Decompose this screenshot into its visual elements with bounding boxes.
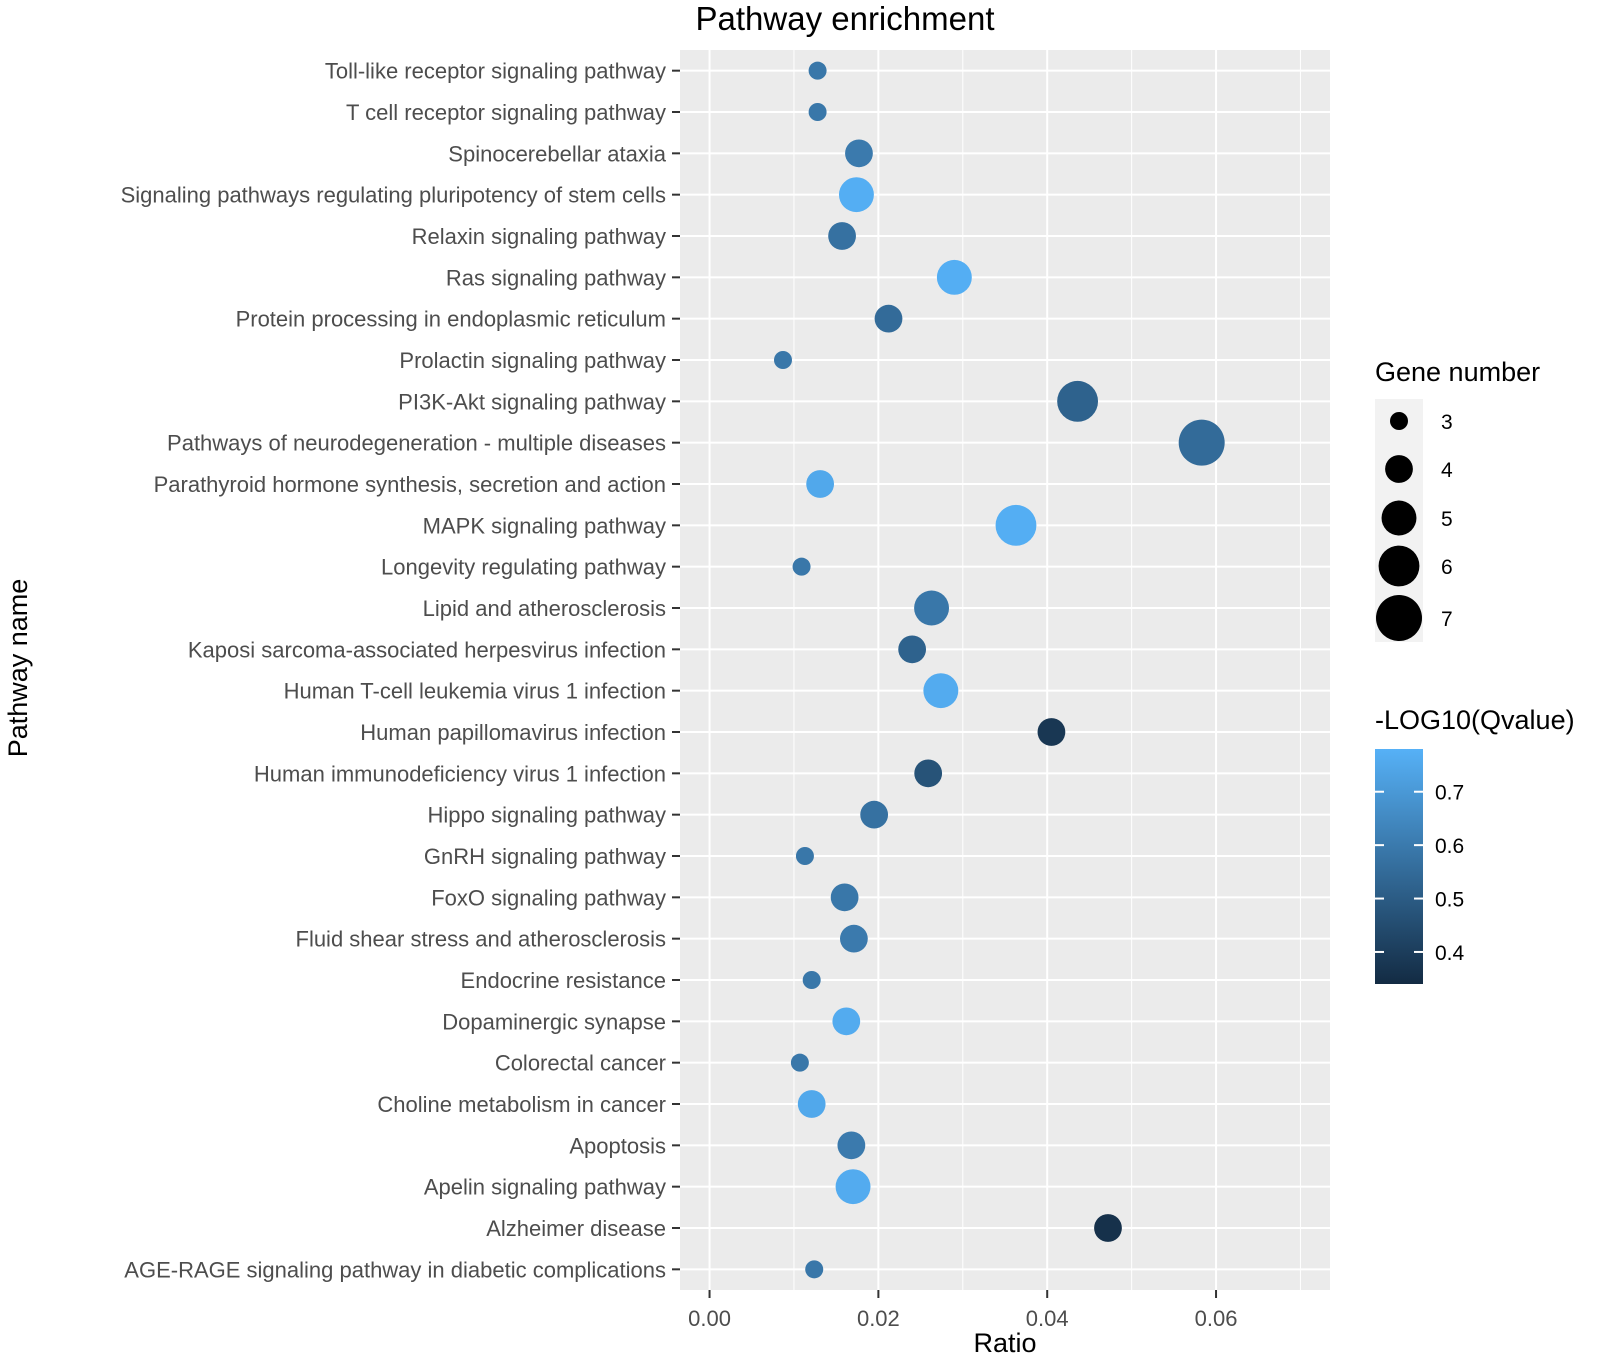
data-point bbox=[845, 139, 873, 168]
y-tick-label: Relaxin signaling pathway bbox=[412, 224, 666, 249]
x-tick-label: 0.00 bbox=[688, 1306, 731, 1331]
data-point bbox=[1037, 718, 1066, 746]
data-point bbox=[773, 351, 792, 369]
y-axis-tick-labels: Toll-like receptor signaling pathway T ce… bbox=[121, 59, 667, 1283]
x-axis-title: Ratio bbox=[973, 1328, 1036, 1358]
data-point bbox=[806, 470, 835, 498]
y-tick-label: Protein processing in endoplasmic reticu… bbox=[236, 307, 666, 332]
data-point bbox=[805, 1260, 824, 1279]
data-point bbox=[790, 1053, 809, 1072]
y-tick-label: Apoptosis bbox=[569, 1133, 666, 1158]
data-point bbox=[832, 1007, 861, 1036]
size-legend-label: 4 bbox=[1441, 459, 1453, 482]
y-tick-label: FoxO signaling pathway bbox=[431, 885, 666, 910]
plot-panel bbox=[680, 50, 1330, 1290]
size-legend-label: 6 bbox=[1441, 556, 1453, 579]
data-point bbox=[840, 924, 868, 953]
size-legend-dot bbox=[1376, 595, 1422, 641]
y-tick-label: Dopaminergic synapse bbox=[442, 1009, 666, 1034]
x-tick-label: 0.04 bbox=[1026, 1306, 1069, 1331]
y-tick-label: Alzheimer disease bbox=[486, 1216, 666, 1241]
size-legend-label: 3 bbox=[1441, 411, 1453, 434]
data-point bbox=[923, 673, 959, 709]
y-tick-label: Fluid shear stress and atherosclerosis bbox=[296, 927, 667, 952]
data-point bbox=[808, 61, 827, 80]
y-tick-label: Human papillomavirus infection bbox=[360, 720, 666, 745]
data-point bbox=[1094, 1214, 1122, 1242]
x-tick-label: 0.06 bbox=[1195, 1306, 1238, 1331]
data-point bbox=[795, 847, 814, 865]
y-tick-label: Spinocerebellar ataxia bbox=[448, 141, 666, 166]
data-point bbox=[835, 1169, 871, 1205]
data-point bbox=[830, 883, 859, 912]
y-tick-label: Pathways of neurodegeneration - multiple… bbox=[167, 431, 666, 456]
data-point bbox=[914, 759, 943, 788]
y-axis-ticks bbox=[672, 69, 680, 1271]
y-tick-label: AGE-RAGE signaling pathway in diabetic c… bbox=[124, 1257, 666, 1282]
x-tick-label: 0.02 bbox=[857, 1306, 900, 1331]
data-point bbox=[1178, 419, 1225, 466]
y-axis-title: Pathway name bbox=[3, 579, 33, 758]
grid-lines bbox=[680, 50, 1330, 1290]
y-tick-label: Signaling pathways regulating pluripoten… bbox=[121, 183, 666, 208]
y-tick-label: Kaposi sarcoma-associated herpesvirus in… bbox=[188, 637, 666, 662]
y-tick-label: GnRH signaling pathway bbox=[424, 844, 666, 869]
data-points bbox=[773, 61, 1225, 1279]
size-legend-label: 7 bbox=[1441, 608, 1453, 631]
data-point bbox=[808, 103, 827, 121]
y-tick-label: Apelin signaling pathway bbox=[424, 1175, 666, 1200]
chart-title: Pathway enrichment bbox=[696, 0, 995, 37]
color-bar bbox=[1375, 749, 1423, 984]
y-tick-label: PI3K-Akt signaling pathway bbox=[398, 389, 666, 414]
color-legend-label: 0.7 bbox=[1435, 782, 1464, 805]
data-point bbox=[802, 971, 821, 989]
color-legend-label: 0.6 bbox=[1435, 835, 1464, 858]
x-axis-tick-labels: 0.00 0.02 0.04 0.06 bbox=[688, 1306, 1237, 1331]
size-legend: Gene number 3 4 5 6 7 bbox=[1375, 357, 1540, 642]
size-legend-dot bbox=[1390, 412, 1408, 430]
size-legend-dot bbox=[1381, 500, 1417, 536]
y-tick-label: Lipid and atherosclerosis bbox=[423, 596, 666, 621]
data-point bbox=[797, 1090, 826, 1118]
data-point bbox=[860, 800, 889, 829]
data-point bbox=[838, 177, 874, 213]
color-legend: -LOG10(Qvalue) 0.4 0.5 0.6 0.7 bbox=[1375, 705, 1575, 984]
y-tick-label: Colorectal cancer bbox=[495, 1051, 666, 1076]
color-legend-label: 0.5 bbox=[1435, 889, 1464, 912]
data-point bbox=[874, 304, 903, 333]
size-legend-dot bbox=[1385, 455, 1413, 483]
data-point bbox=[837, 1131, 866, 1160]
y-tick-label: Hippo signaling pathway bbox=[428, 803, 667, 828]
y-tick-label: Ras signaling pathway bbox=[446, 265, 666, 290]
y-tick-label: Endocrine resistance bbox=[461, 968, 666, 993]
data-point bbox=[898, 635, 927, 664]
y-tick-label: Parathyroid hormone synthesis, secretion… bbox=[154, 472, 666, 497]
y-tick-label: Human T-cell leukemia virus 1 infection bbox=[284, 679, 666, 704]
y-tick-label: Longevity regulating pathway bbox=[381, 555, 666, 580]
y-tick-label: Human immunodeficiency virus 1 infection bbox=[254, 761, 666, 786]
data-point bbox=[792, 557, 811, 576]
size-legend-dot bbox=[1378, 545, 1420, 587]
x-axis-ticks bbox=[708, 1290, 1218, 1298]
size-legend-title: Gene number bbox=[1375, 357, 1540, 387]
y-tick-label: T cell receptor signaling pathway bbox=[346, 100, 666, 125]
data-point bbox=[936, 259, 972, 295]
y-tick-label: Prolactin signaling pathway bbox=[399, 348, 666, 373]
size-legend-label: 5 bbox=[1441, 508, 1453, 531]
data-point bbox=[828, 222, 856, 250]
y-tick-label: MAPK signaling pathway bbox=[423, 513, 666, 538]
color-legend-title: -LOG10(Qvalue) bbox=[1375, 705, 1575, 735]
data-point bbox=[1057, 380, 1099, 422]
data-point bbox=[914, 590, 950, 626]
data-point bbox=[995, 504, 1037, 546]
y-tick-label: Choline metabolism in cancer bbox=[377, 1092, 666, 1117]
color-legend-label: 0.4 bbox=[1435, 942, 1465, 965]
y-tick-label: Toll-like receptor signaling pathway bbox=[325, 59, 666, 84]
